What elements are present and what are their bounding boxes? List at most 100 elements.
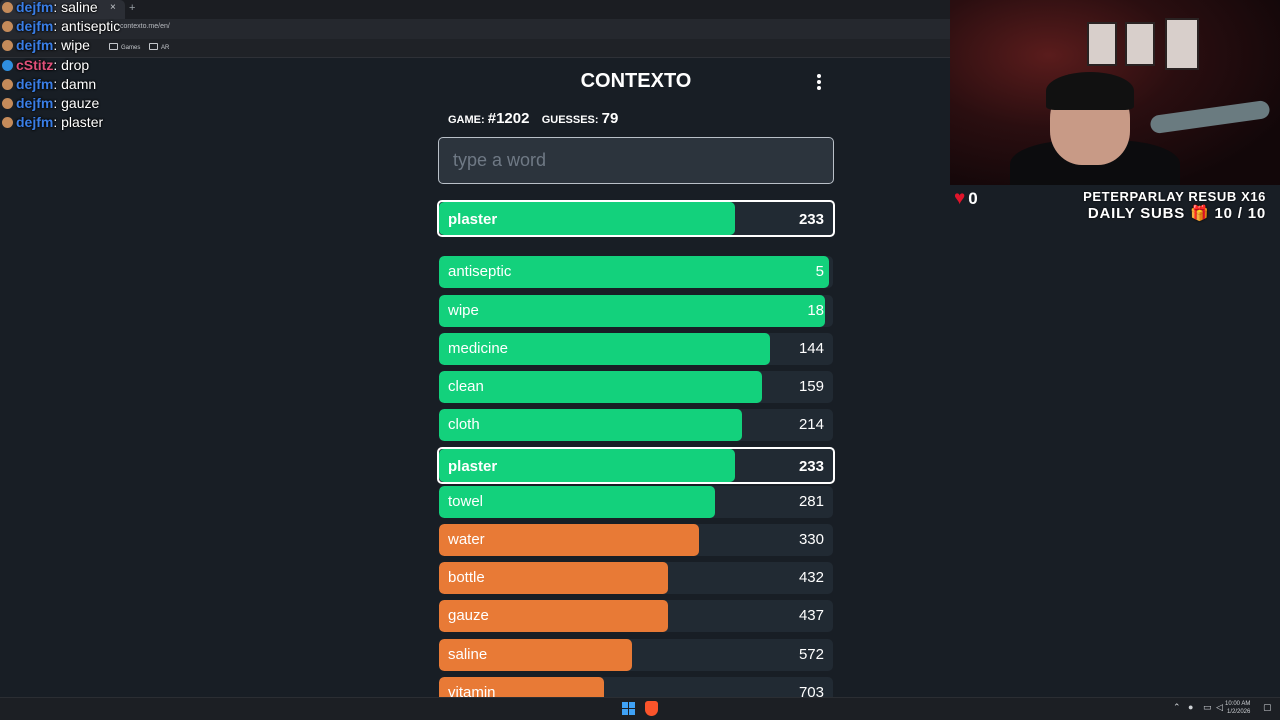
guess-row: wipe 18 bbox=[439, 295, 833, 327]
last-guess-rank: 233 bbox=[798, 211, 824, 228]
guess-rank: 18 bbox=[807, 302, 824, 319]
avatar-icon bbox=[2, 40, 13, 52]
hearts-counter: ♥ 0 bbox=[954, 188, 978, 209]
browser-tab[interactable]: × bbox=[0, 0, 125, 19]
guess-word: towel bbox=[448, 493, 484, 510]
folder-icon bbox=[109, 43, 118, 50]
chat-line: cStitz: drop bbox=[2, 57, 89, 76]
bookmark-gp[interactable]: GP bbox=[64, 43, 73, 49]
microphone-icon[interactable]: ● bbox=[1188, 702, 1194, 712]
game-label: GAME: bbox=[448, 114, 485, 126]
similarity-bar bbox=[439, 333, 770, 365]
daily-subs: DAILY SUBS 🎁 10 / 10 bbox=[1087, 205, 1266, 222]
guess-word: plaster bbox=[448, 458, 498, 475]
avatar-icon bbox=[2, 117, 13, 129]
chevron-up-icon[interactable]: ⌃ bbox=[1173, 702, 1181, 712]
avatar-icon bbox=[2, 2, 13, 13]
avatar-icon bbox=[2, 21, 13, 33]
guess-word: antiseptic bbox=[448, 263, 512, 280]
guess-word: wipe bbox=[448, 302, 479, 319]
tab-strip bbox=[0, 0, 950, 19]
similarity-bar bbox=[439, 371, 763, 403]
chat-username[interactable]: dejfm bbox=[16, 0, 54, 15]
guess-word: medicine bbox=[448, 340, 509, 357]
guess-rank: 159 bbox=[798, 378, 824, 395]
webcam-feed bbox=[950, 0, 1280, 185]
bookmark-games[interactable]: Games bbox=[109, 43, 140, 51]
address-bar[interactable]: contexto.me/en/ bbox=[120, 23, 170, 30]
chat-line: dejfm: gauze bbox=[2, 95, 99, 114]
similarity-bar bbox=[439, 562, 668, 594]
taskbar bbox=[0, 697, 1280, 720]
guess-rank: 233 bbox=[798, 458, 824, 475]
new-tab-icon[interactable]: + bbox=[129, 2, 136, 14]
chat-message: wipe bbox=[61, 37, 90, 54]
chat-message: saline bbox=[61, 0, 98, 15]
last-guess-bar bbox=[439, 202, 735, 235]
guess-row: water 330 bbox=[439, 524, 833, 556]
guess-word: cloth bbox=[448, 416, 480, 433]
tab-close-icon[interactable]: × bbox=[110, 2, 116, 13]
guess-row: clean 159 bbox=[439, 371, 833, 403]
guess-row: antiseptic 5 bbox=[439, 256, 833, 288]
chat-line: dejfm: saline bbox=[2, 0, 98, 18]
guess-row: plaster 233 bbox=[437, 447, 835, 484]
chat-username[interactable]: cStitz bbox=[16, 56, 54, 73]
avatar-icon bbox=[2, 59, 13, 71]
chat-username[interactable]: dejfm bbox=[16, 75, 54, 92]
chat-line: dejfm: plaster bbox=[2, 114, 103, 133]
volume-icon[interactable]: ◁ bbox=[1216, 702, 1223, 712]
bookmarks-bar bbox=[0, 39, 950, 58]
guess-rank: 330 bbox=[798, 531, 824, 548]
guess-rank: 432 bbox=[798, 569, 824, 586]
address-bar-row bbox=[0, 19, 950, 39]
page-title: CONTEXTO bbox=[580, 70, 692, 92]
similarity-bar bbox=[439, 295, 826, 327]
guess-word: bottle bbox=[448, 569, 485, 586]
guess-rank: 572 bbox=[798, 646, 824, 663]
chat-message: drop bbox=[61, 56, 90, 73]
chat-line: dejfm: damn bbox=[2, 76, 96, 95]
game-number: #1202 bbox=[487, 110, 530, 127]
guesses-label: GUESSES: bbox=[541, 114, 599, 126]
chat-username[interactable]: dejfm bbox=[16, 37, 54, 54]
word-input[interactable] bbox=[438, 137, 834, 184]
chat-username[interactable]: dejfm bbox=[16, 114, 54, 131]
bookmark-ar[interactable]: AR bbox=[149, 43, 169, 51]
similarity-bar bbox=[439, 449, 735, 482]
gift-icon: 🎁 bbox=[1190, 205, 1210, 222]
guess-rank: 144 bbox=[798, 340, 824, 357]
guess-row: cloth 214 bbox=[439, 409, 833, 441]
guess-rank: 5 bbox=[815, 263, 824, 280]
guess-row: medicine 144 bbox=[439, 333, 833, 365]
last-guess-row: plaster 233 bbox=[437, 200, 835, 237]
network-icon[interactable]: ▭ bbox=[1203, 702, 1212, 712]
guess-rank: 437 bbox=[798, 607, 824, 624]
guess-row: towel 281 bbox=[439, 486, 833, 518]
taskbar-clock[interactable]: 10:00 AM 1/2/2026 bbox=[1225, 701, 1251, 715]
windows-start-icon[interactable] bbox=[622, 702, 635, 715]
chat-username[interactable]: dejfm bbox=[16, 18, 54, 35]
similarity-bar bbox=[439, 256, 830, 288]
notification-icon[interactable]: ▢ bbox=[1263, 702, 1272, 712]
similarity-bar bbox=[439, 639, 633, 671]
avatar-icon bbox=[2, 78, 13, 90]
avatar-icon bbox=[2, 98, 13, 109]
chat-message: antiseptic bbox=[61, 18, 121, 35]
guess-word: saline bbox=[448, 646, 488, 663]
similarity-bar bbox=[439, 409, 743, 441]
resub-alert: PETERPARLAY RESUB X16 bbox=[1083, 189, 1266, 204]
similarity-bar bbox=[439, 486, 715, 518]
guess-rank: 703 bbox=[798, 684, 824, 701]
guesses-count: 79 bbox=[601, 110, 619, 127]
guess-word: clean bbox=[448, 378, 484, 395]
chat-username[interactable]: dejfm bbox=[16, 95, 54, 111]
guess-rank: 281 bbox=[798, 493, 824, 510]
kebab-menu-icon[interactable] bbox=[812, 74, 826, 94]
similarity-bar bbox=[439, 524, 700, 556]
guess-word: water bbox=[448, 531, 485, 548]
chat-message: plaster bbox=[61, 114, 104, 131]
brave-browser-icon[interactable] bbox=[645, 701, 658, 716]
chat-line: dejfm: wipe bbox=[2, 37, 90, 56]
game-info: GAME: #1202 GUESSES: 79 bbox=[448, 110, 618, 127]
